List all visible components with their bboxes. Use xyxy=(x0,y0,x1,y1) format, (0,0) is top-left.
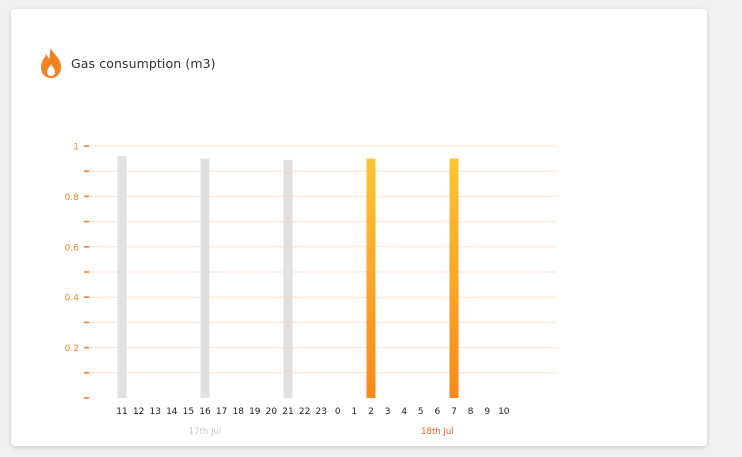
y-tick-label: 0.6 xyxy=(65,243,80,253)
day-label: 17th Jul xyxy=(189,427,222,437)
x-tick-label: 7 xyxy=(451,407,457,417)
y-axis: 0.2 0.4 0.6 0.8 1 xyxy=(65,143,89,399)
y-tick-label: 1 xyxy=(73,143,79,153)
x-tick-label: 19 xyxy=(249,407,261,417)
x-tick-label: 22 xyxy=(299,407,310,417)
x-tick-label: 18 xyxy=(232,407,244,417)
flame-icon xyxy=(41,48,61,78)
x-tick-label: 9 xyxy=(484,407,490,417)
x-tick-label: 1 xyxy=(352,407,358,417)
card-title: Gas consumption (m3) xyxy=(71,55,216,71)
x-tick-label: 4 xyxy=(401,407,407,417)
bar-16 xyxy=(200,158,210,398)
y-tick-label: 0.8 xyxy=(65,193,80,203)
x-tick-label: 16 xyxy=(199,407,211,417)
bar-2 xyxy=(366,158,376,398)
x-tick-label: 8 xyxy=(468,407,474,417)
bars xyxy=(117,156,459,398)
x-tick-label: 0 xyxy=(335,407,341,417)
x-tick-label: 6 xyxy=(435,407,441,417)
card-header: Gas consumption (m3) xyxy=(40,47,216,79)
x-tick-label: 17 xyxy=(216,407,227,417)
grid-lines xyxy=(88,145,556,374)
bar-7 xyxy=(449,158,459,398)
x-tick-label: 2 xyxy=(368,407,374,417)
x-axis-labels: 11 12 13 14 15 16 17 18 19 20 21 22 23 0 1 2 3 4 5 6 7 8 9 10 xyxy=(116,407,510,417)
x-tick-label: 20 xyxy=(266,407,278,417)
x-tick-label: 23 xyxy=(315,407,326,417)
y-tick-label: 0.4 xyxy=(65,294,80,304)
x-tick-label: 3 xyxy=(385,407,391,417)
day-label: 18th Jul xyxy=(421,427,454,437)
bar-11 xyxy=(117,156,127,398)
y-tick-label: 0.2 xyxy=(65,344,79,354)
x-tick-label: 14 xyxy=(166,407,178,417)
x-tick-label: 12 xyxy=(133,407,144,417)
bar-21 xyxy=(283,159,293,398)
x-tick-label: 5 xyxy=(418,407,424,417)
x-tick-label: 10 xyxy=(498,407,510,417)
x-tick-label: 13 xyxy=(149,407,160,417)
x-tick-label: 21 xyxy=(282,407,293,417)
x-tick-label: 15 xyxy=(183,407,194,417)
day-labels: 17th Jul 18th Jul xyxy=(189,427,454,437)
x-tick-label: 11 xyxy=(116,407,127,417)
